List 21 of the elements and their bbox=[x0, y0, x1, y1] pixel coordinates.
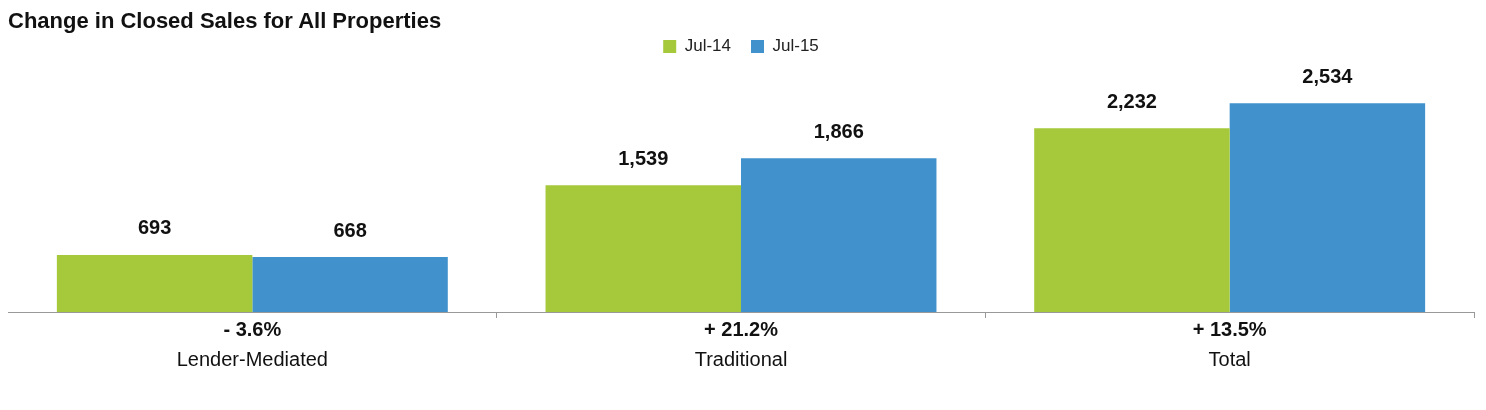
data-label: 1,866 bbox=[813, 119, 864, 142]
data-label: 2,534 bbox=[1302, 64, 1354, 87]
legend-label: Jul-14 bbox=[684, 36, 732, 56]
bar bbox=[252, 257, 448, 312]
legend-label: Jul-15 bbox=[772, 36, 819, 56]
bar bbox=[1034, 128, 1230, 312]
bar bbox=[545, 185, 741, 312]
chart-title: Change in Closed Sales for All Properties bbox=[8, 8, 442, 34]
data-label: 2,232 bbox=[1106, 89, 1157, 112]
text: + 21.2% bbox=[704, 317, 779, 340]
x-tick-label: Lender-Mediated bbox=[176, 347, 328, 370]
data-label: 693 bbox=[137, 216, 172, 239]
text: - 3.6% bbox=[223, 317, 282, 340]
data-label: 1,539 bbox=[618, 146, 669, 169]
x-tick-label: Traditional bbox=[694, 347, 788, 370]
x-tick-label: Total bbox=[1208, 347, 1251, 370]
data-label: 668 bbox=[333, 218, 367, 241]
bar bbox=[1229, 103, 1426, 312]
text: + 13.5% bbox=[1192, 317, 1267, 340]
bar bbox=[741, 158, 937, 312]
bar bbox=[56, 254, 253, 312]
